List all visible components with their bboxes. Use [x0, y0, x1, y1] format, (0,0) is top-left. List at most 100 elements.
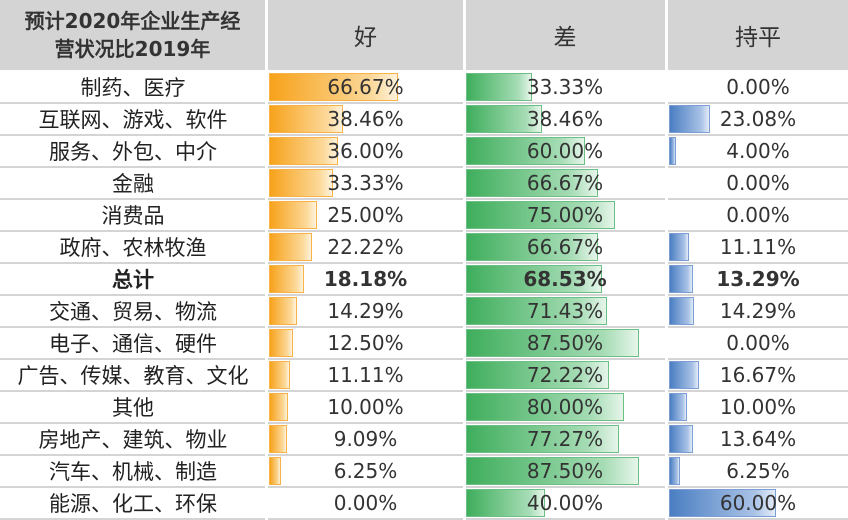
bar-good	[269, 457, 282, 485]
bar-good	[269, 361, 291, 389]
bar-good	[269, 393, 289, 421]
cell-bad: 80.00%	[465, 392, 665, 424]
bar-bad	[466, 233, 598, 261]
cell-flat: 13.64%	[668, 424, 848, 456]
value-bad: 66.67%	[526, 235, 604, 259]
value-bad: 38.46%	[526, 107, 604, 131]
table-row: 广告、传媒、教育、文化 11.11% 72.22% 16.67%	[0, 360, 848, 392]
bar-flat	[669, 297, 695, 325]
table-row: 服务、外包、中介 36.00% 60.00% 4.00%	[0, 136, 848, 168]
column-divider	[265, 0, 268, 520]
bar-flat	[669, 137, 677, 165]
cell-flat: 14.29%	[668, 296, 848, 328]
row-label: 电子、通信、硬件	[0, 328, 266, 360]
cell-good: 38.46%	[268, 104, 463, 136]
row-label: 汽车、机械、制造	[0, 456, 266, 488]
table-row: 政府、农林牧渔 22.22% 66.67% 11.11%	[0, 232, 848, 264]
value-good: 36.00%	[327, 139, 404, 163]
value-flat: 23.08%	[719, 107, 797, 131]
row-label: 服务、外包、中介	[0, 136, 266, 168]
value-good: 38.46%	[327, 107, 404, 131]
row-label: 交通、贸易、物流	[0, 296, 266, 328]
bar-bad	[466, 329, 640, 357]
bar-good	[269, 265, 305, 293]
value-good: 25.00%	[327, 203, 404, 227]
table-row: 其他 10.00% 80.00% 10.00%	[0, 392, 848, 424]
cell-bad: 38.46%	[465, 104, 665, 136]
bar-flat	[669, 489, 776, 517]
table-row: 交通、贸易、物流 14.29% 71.43% 14.29%	[0, 296, 848, 328]
cell-flat: 11.11%	[668, 232, 848, 264]
table-row: 制药、医疗 66.67% 33.33% 0.00%	[0, 72, 848, 104]
cell-good: 14.29%	[268, 296, 463, 328]
cell-good: 6.25%	[268, 456, 463, 488]
cell-bad: 87.50%	[465, 456, 665, 488]
table-row: 总计 18.18% 68.53% 13.29%	[0, 264, 848, 296]
bar-bad	[466, 201, 615, 229]
bar-bad	[466, 393, 625, 421]
table-row: 汽车、机械、制造 6.25% 87.50% 6.25%	[0, 456, 848, 488]
cell-bad: 66.67%	[465, 168, 665, 200]
bar-flat	[669, 105, 711, 133]
value-good: 14.29%	[327, 299, 404, 323]
value-bad: 40.00%	[526, 491, 604, 515]
bar-good	[269, 425, 287, 453]
cell-good: 18.18%	[268, 264, 463, 296]
value-flat: 13.64%	[719, 427, 797, 451]
bar-bad	[466, 137, 585, 165]
value-good: 66.67%	[327, 75, 404, 99]
cell-flat: 0.00%	[668, 72, 848, 104]
bar-flat	[669, 393, 687, 421]
cell-bad: 60.00%	[465, 136, 665, 168]
column-divider	[463, 0, 466, 520]
bar-good	[269, 201, 318, 229]
row-label: 能源、化工、环保	[0, 488, 266, 520]
value-bad: 87.50%	[526, 331, 604, 355]
value-flat: 0.00%	[726, 203, 790, 227]
bar-flat	[669, 265, 693, 293]
row-label: 制药、医疗	[0, 72, 266, 104]
header-flat: 持平	[668, 0, 848, 70]
value-good: 22.22%	[327, 235, 404, 259]
bar-bad	[466, 457, 640, 485]
value-flat: 0.00%	[726, 75, 790, 99]
cell-bad: 87.50%	[465, 328, 665, 360]
row-label: 消费品	[0, 200, 266, 232]
cell-bad: 33.33%	[465, 72, 665, 104]
cell-bad: 40.00%	[465, 488, 665, 520]
bar-bad	[466, 105, 543, 133]
table-row: 房地产、建筑、物业 9.09% 77.27% 13.64%	[0, 424, 848, 456]
header-title: 预计2020年企业生产经 营状况比2019年	[0, 0, 265, 70]
table-row: 互联网、游戏、软件 38.46% 38.46% 23.08%	[0, 104, 848, 136]
bar-good	[269, 105, 344, 133]
bar-bad	[466, 489, 546, 517]
header-bad: 差	[465, 0, 665, 70]
cell-bad: 72.22%	[465, 360, 665, 392]
cell-flat: 16.67%	[668, 360, 848, 392]
cell-good: 0.00%	[268, 488, 463, 520]
bar-good	[269, 329, 294, 357]
value-bad: 80.00%	[526, 395, 604, 419]
value-flat: 60.00%	[719, 491, 797, 515]
cell-good: 9.09%	[268, 424, 463, 456]
value-good: 10.00%	[327, 395, 404, 419]
value-good: 11.11%	[327, 363, 404, 387]
cell-flat: 10.00%	[668, 392, 848, 424]
cell-bad: 66.67%	[465, 232, 665, 264]
cell-good: 10.00%	[268, 392, 463, 424]
value-bad: 75.00%	[526, 203, 604, 227]
cell-flat: 23.08%	[668, 104, 848, 136]
cell-good: 22.22%	[268, 232, 463, 264]
value-flat: 10.00%	[719, 395, 797, 419]
cell-flat: 0.00%	[668, 168, 848, 200]
bar-bad	[466, 265, 602, 293]
bar-bad	[466, 73, 532, 101]
table-row: 电子、通信、硬件 12.50% 87.50% 0.00%	[0, 328, 848, 360]
value-bad: 68.53%	[523, 267, 607, 291]
bar-good	[269, 169, 334, 197]
value-flat: 11.11%	[719, 235, 797, 259]
value-good: 6.25%	[333, 459, 398, 483]
value-flat: 6.25%	[726, 459, 790, 483]
row-label: 互联网、游戏、软件	[0, 104, 266, 136]
